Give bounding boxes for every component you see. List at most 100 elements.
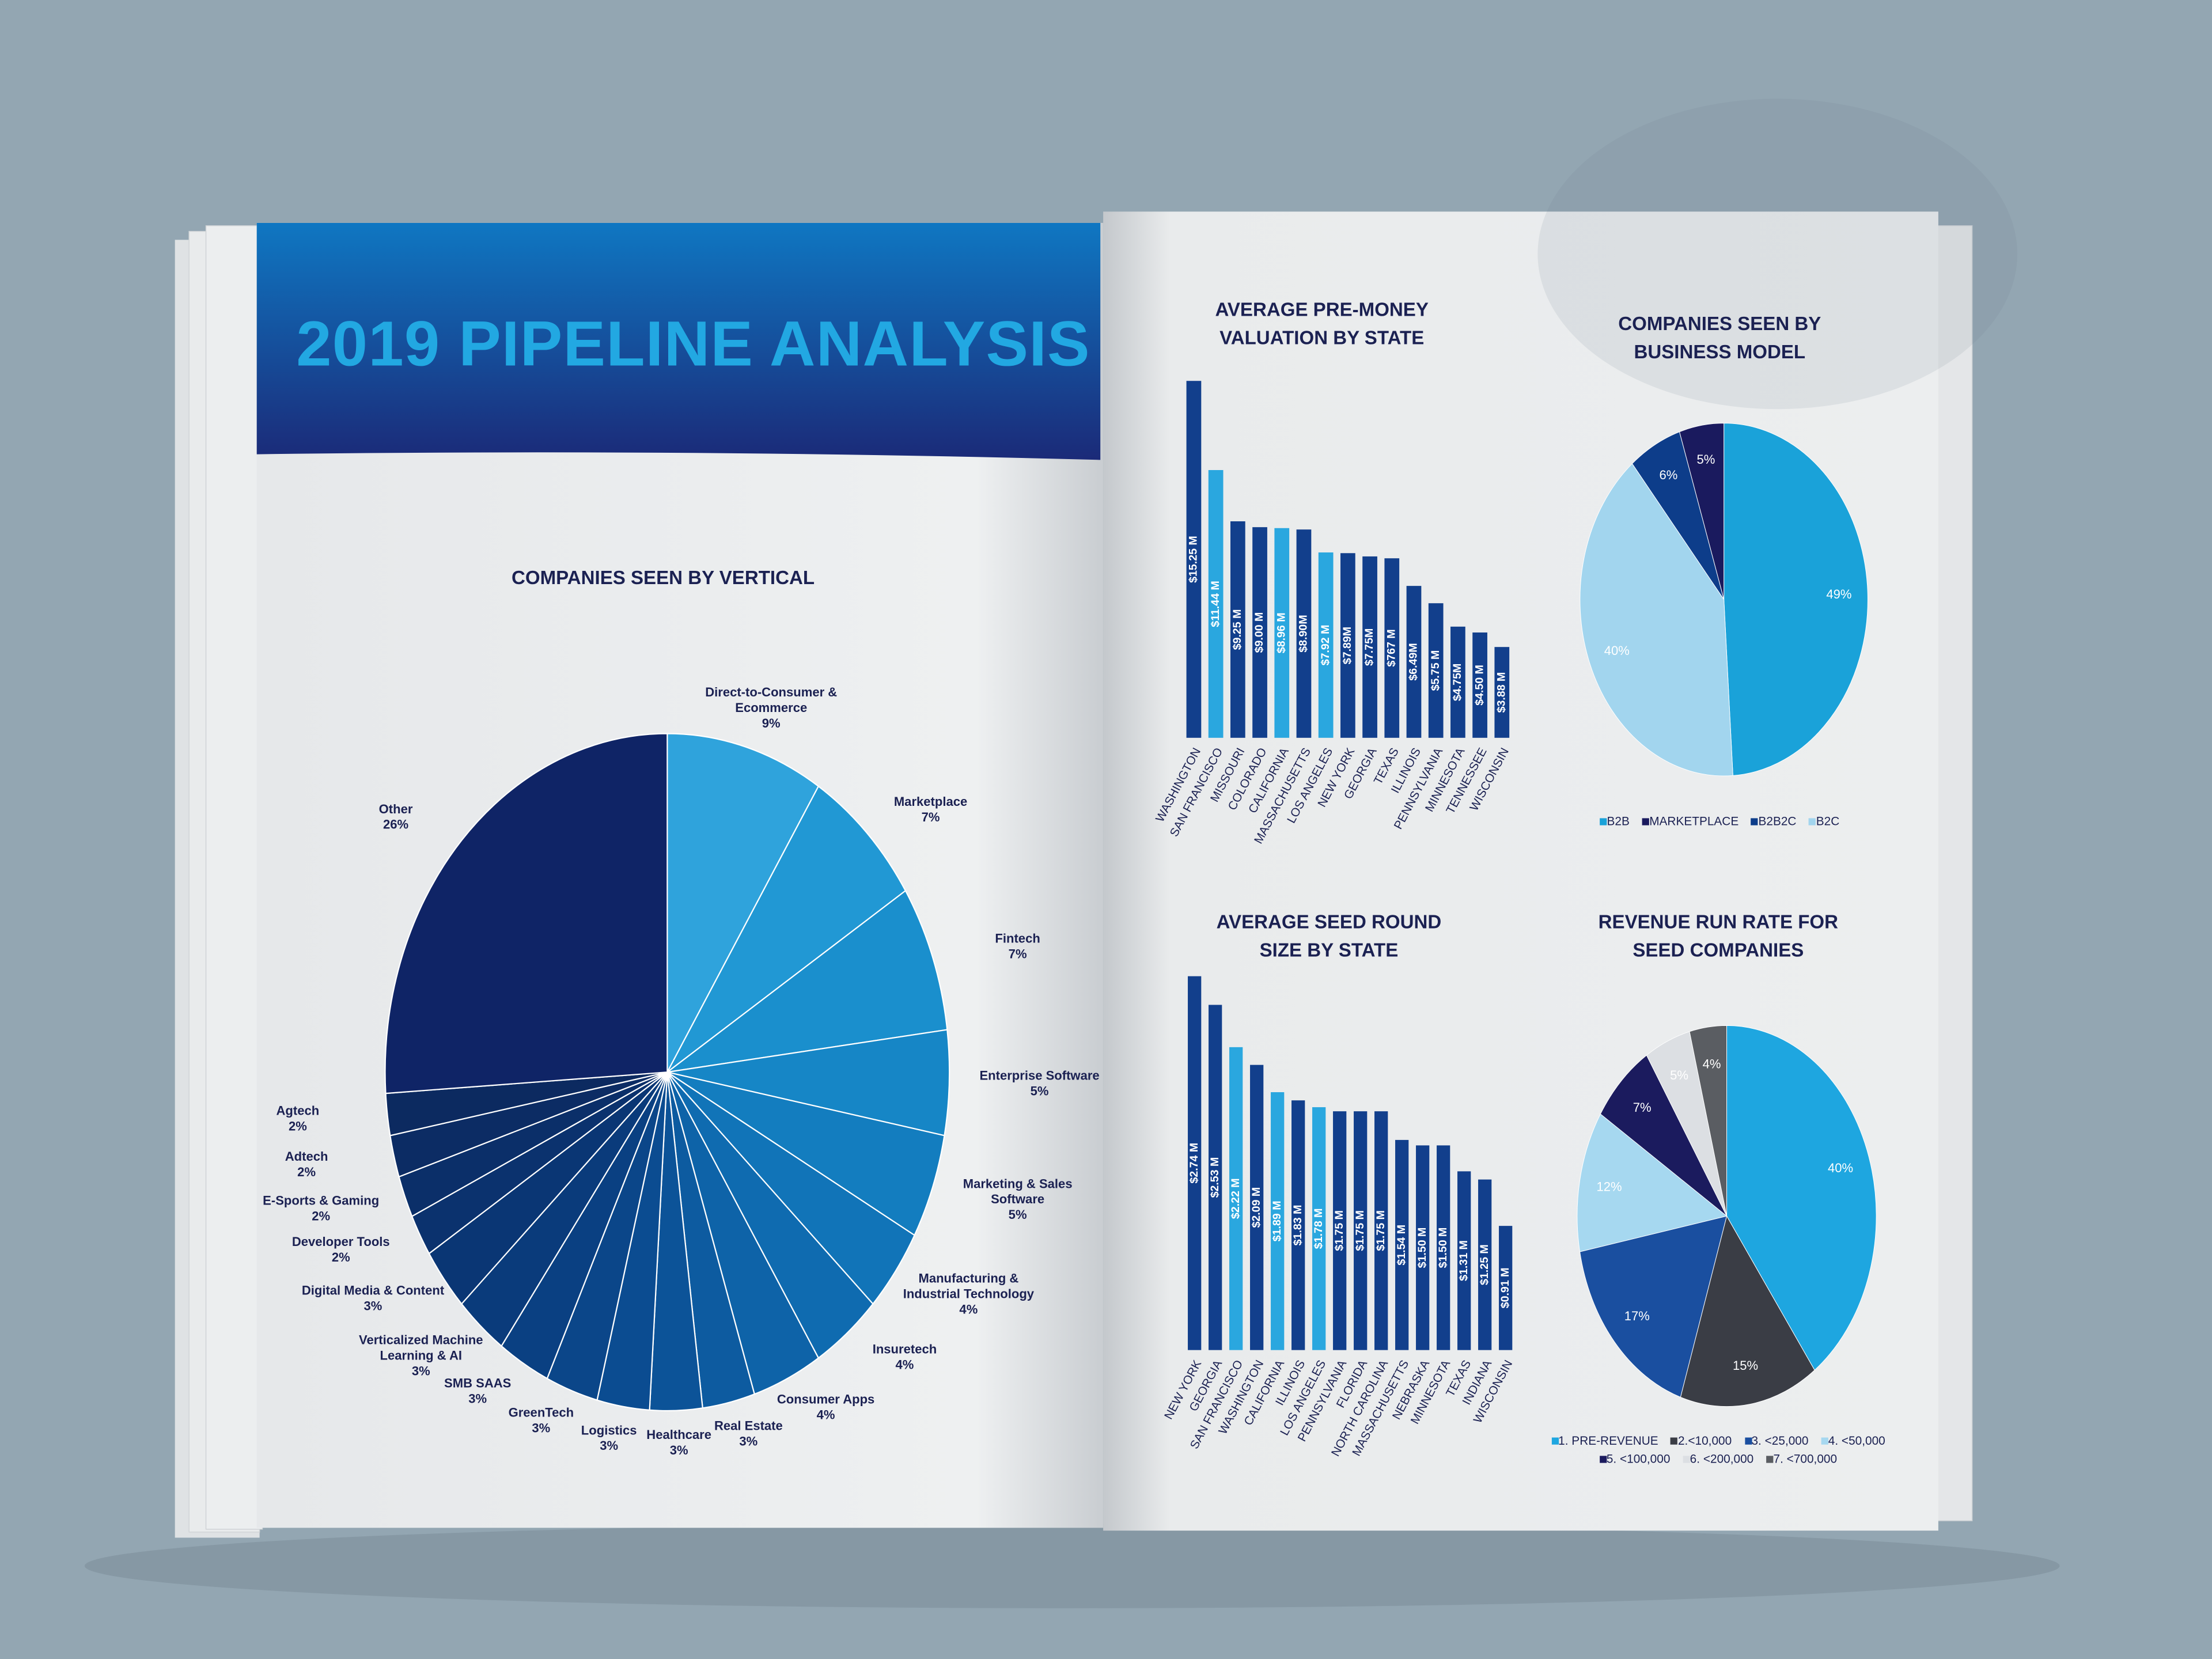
bar bbox=[1209, 1005, 1222, 1350]
bar-value-label: $1.50 M bbox=[1416, 1228, 1429, 1268]
page-stack bbox=[1932, 225, 1973, 1521]
category-label: Marketing & Sales Software bbox=[963, 1177, 1073, 1207]
legend-item: 7. <700,000 bbox=[1766, 1452, 1837, 1465]
slice-label: Verticalized Machine Learning & AI 3% bbox=[347, 1333, 494, 1380]
bar-value-label: $2.09 M bbox=[1250, 1187, 1263, 1228]
bar-value-label: $8.96 M bbox=[1275, 612, 1287, 653]
legend-item: 1. PRE-REVENUE bbox=[1551, 1433, 1658, 1448]
slice-label: 6% bbox=[1659, 468, 1677, 482]
slice-label: 40% bbox=[1604, 643, 1630, 658]
pie-slice bbox=[1724, 423, 1868, 776]
bar-value-label: $7.89M bbox=[1341, 627, 1354, 664]
bar-value-label: $1.75 M bbox=[1333, 1210, 1346, 1251]
legend: B2B MARKETPLACE B2B2C B2C bbox=[1550, 814, 1889, 828]
bar-value-label: $2.74 M bbox=[1188, 1143, 1200, 1184]
legend-label: B2B2C bbox=[1758, 814, 1797, 828]
slice-label: Real Estate 3% bbox=[675, 1419, 822, 1450]
value-label: 4% bbox=[895, 1358, 914, 1372]
bar-value-label: $1.50 M bbox=[1437, 1228, 1449, 1268]
legend-label: 1. PRE-REVENUE bbox=[1558, 1433, 1658, 1448]
bar bbox=[1340, 553, 1355, 738]
bar-value-label: $7.92 M bbox=[1319, 625, 1332, 666]
legend-swatch bbox=[1671, 1437, 1678, 1445]
legend-swatch bbox=[1600, 818, 1607, 825]
bar bbox=[1271, 1092, 1285, 1350]
bar bbox=[1188, 976, 1202, 1350]
legend-label: B2C bbox=[1816, 814, 1840, 828]
slice-label: 49% bbox=[1826, 587, 1851, 601]
legend-label: 3. <25,000 bbox=[1751, 1433, 1809, 1448]
legend-item: 3. <25,000 bbox=[1744, 1433, 1809, 1448]
bar bbox=[1252, 527, 1267, 738]
pie-slice bbox=[666, 785, 907, 1073]
legend-swatch bbox=[1551, 1437, 1559, 1445]
value-label: 9% bbox=[762, 716, 781, 730]
pie-slice bbox=[666, 889, 948, 1073]
legend-item: 4. <50,000 bbox=[1821, 1433, 1885, 1448]
legend-item: MARKETPLACE bbox=[1642, 814, 1738, 828]
chart-title: COMPANIES SEEN BY VERTICAL bbox=[512, 567, 815, 589]
category-label: E-Sports & Gaming bbox=[263, 1193, 380, 1207]
legend-swatch bbox=[1751, 818, 1759, 825]
slice-label: Developer Tools 2% bbox=[267, 1236, 414, 1267]
legend-swatch bbox=[1642, 818, 1650, 825]
category-label: Developer Tools bbox=[291, 1235, 390, 1250]
bar bbox=[1229, 1047, 1243, 1350]
legend: 1. PRE-REVENUE 2.<10,000 3. <25,000 4. <50,… bbox=[1533, 1433, 1903, 1465]
value-label: 2% bbox=[288, 1118, 307, 1133]
slice-label: Manufacturing & Industrial Technology 4% bbox=[895, 1271, 1042, 1318]
bar bbox=[1450, 626, 1465, 738]
bar bbox=[1312, 1107, 1326, 1350]
book-shadow bbox=[84, 1523, 2060, 1608]
bar-value-label: $5.75 M bbox=[1429, 650, 1442, 691]
pie-slice bbox=[1580, 1215, 1728, 1398]
bar-value-label: $6.49M bbox=[1407, 643, 1420, 680]
legend-label: 5. <100,000 bbox=[1606, 1452, 1671, 1466]
pie-slice bbox=[1726, 1025, 1877, 1371]
pie-slice bbox=[666, 1071, 945, 1237]
legend-swatch bbox=[1683, 1456, 1690, 1463]
slice-label: Direct-to-Consumer & Ecommerce 9% bbox=[698, 685, 844, 732]
slice-label: Fintech 7% bbox=[944, 931, 1091, 962]
slice-label: Healthcare 3% bbox=[605, 1427, 752, 1459]
category-label: Verticalized Machine Learning & AI bbox=[358, 1333, 483, 1363]
bar bbox=[1354, 1111, 1368, 1350]
slice-label: 4% bbox=[1703, 1056, 1721, 1071]
bar bbox=[1250, 1065, 1264, 1350]
value-label: 3% bbox=[532, 1421, 551, 1435]
slice-label: Consumer Apps 4% bbox=[752, 1392, 899, 1423]
bar bbox=[1499, 1226, 1513, 1350]
bar-value-label: $1.31 M bbox=[1457, 1240, 1470, 1281]
bar-value-label: $1.89 M bbox=[1271, 1200, 1283, 1241]
value-label: 3% bbox=[600, 1438, 619, 1453]
bar bbox=[1428, 603, 1444, 738]
category-label: Healthcare bbox=[646, 1427, 712, 1442]
value-label: 2% bbox=[331, 1251, 350, 1265]
bar-value-label: $4.75M bbox=[1451, 664, 1464, 701]
category-label: Manufacturing & Industrial Technology bbox=[903, 1271, 1035, 1301]
slice-label: SMB SAAS 3% bbox=[404, 1376, 551, 1407]
legend-label: 6. <200,000 bbox=[1690, 1452, 1754, 1466]
legend-swatch bbox=[1599, 1456, 1607, 1463]
bar-value-label: $7.75M bbox=[1363, 628, 1376, 666]
slice-label: 17% bbox=[1624, 1309, 1650, 1323]
slice-label: Digital Media & Content 3% bbox=[300, 1284, 446, 1315]
legend-label: B2B bbox=[1607, 814, 1630, 828]
legend-item: 2.<10,000 bbox=[1671, 1433, 1732, 1448]
bar bbox=[1230, 521, 1245, 738]
category-label: Logistics bbox=[581, 1423, 637, 1437]
bar-value-label: $1.75 M bbox=[1374, 1210, 1387, 1251]
pie-slice bbox=[384, 733, 668, 1094]
legend-swatch bbox=[1766, 1456, 1774, 1463]
value-label: 3% bbox=[739, 1434, 758, 1449]
bar-value-label: $11.44 M bbox=[1209, 581, 1222, 627]
bar bbox=[1296, 529, 1312, 738]
slice-label: Insuretech 4% bbox=[831, 1343, 978, 1374]
bar bbox=[1374, 1111, 1388, 1350]
legend-item: B2C bbox=[1809, 814, 1840, 828]
slice-label: GreenTech 3% bbox=[468, 1406, 615, 1437]
bar-value-label: $1.25 M bbox=[1478, 1244, 1491, 1285]
value-label: 3% bbox=[669, 1442, 688, 1457]
bar-value-label: $3.88 M bbox=[1495, 672, 1508, 713]
